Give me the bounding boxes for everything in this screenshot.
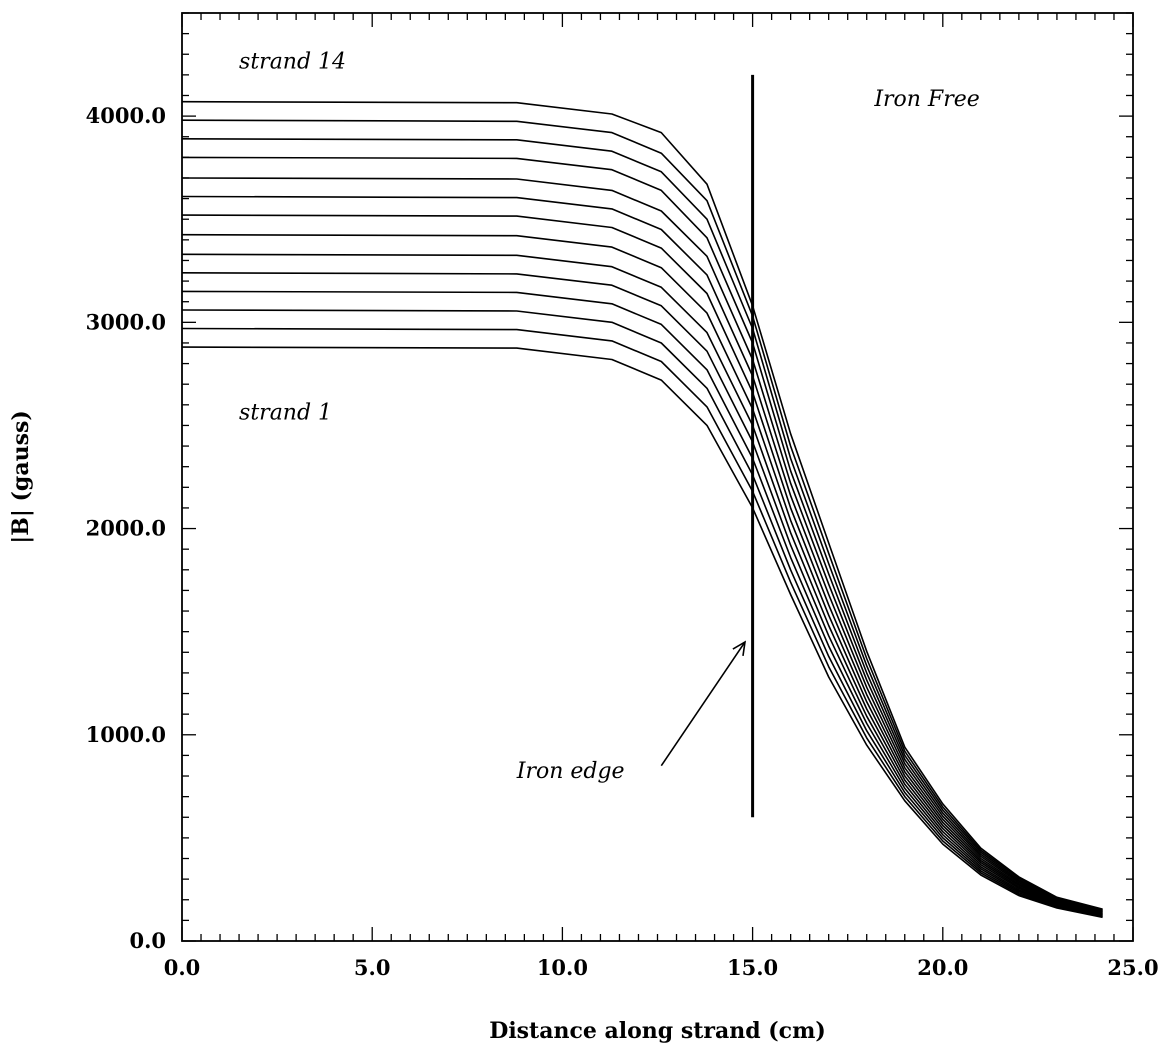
series-line-8 — [181, 214, 1103, 914]
series-line-14 — [181, 100, 1103, 910]
y-tick-label: 3000.0 — [86, 309, 166, 334]
x-tick-label: 25.0 — [1107, 955, 1158, 980]
series-line-6 — [181, 253, 1103, 915]
y-tick-label: 1000.0 — [86, 722, 166, 747]
annotation-label: strand 1 — [239, 400, 332, 425]
series-line-5 — [181, 271, 1103, 916]
annotations: strand 14 strand 1 Iron Free Iron edge — [239, 50, 980, 784]
x-tick-label: 0.0 — [164, 955, 201, 980]
series-line-7 — [181, 233, 1103, 915]
y-tick-label: 4000.0 — [86, 103, 166, 128]
series-group — [181, 100, 1103, 919]
annotation-label: Iron Free — [873, 87, 979, 112]
series-line-4 — [181, 290, 1103, 917]
annotation-label: strand 14 — [239, 50, 346, 75]
annotation-label: Iron edge — [516, 759, 625, 784]
y-tick-labels: 0.0 1000.0 2000.0 3000.0 4000.0 — [86, 103, 166, 953]
iron-edge-arrow — [660, 640, 747, 767]
x-tick-label: 10.0 — [537, 955, 588, 980]
x-tick-label: 15.0 — [727, 955, 778, 980]
arrow-shaft — [660, 641, 746, 767]
series-line-9 — [181, 195, 1103, 914]
y-tick-label: 2000.0 — [86, 516, 166, 541]
series-line-2 — [181, 327, 1103, 918]
x-axis-title: Distance along strand (cm) — [489, 1018, 826, 1044]
arrow-head — [732, 640, 747, 656]
series-line-1 — [181, 346, 1103, 919]
series-line-12 — [181, 138, 1103, 912]
series-line-13 — [181, 119, 1103, 911]
series-line-10 — [181, 177, 1103, 913]
series-line-3 — [181, 309, 1103, 917]
y-axis-title: |B| (gauss) — [8, 410, 34, 543]
x-tick-label: 20.0 — [917, 955, 968, 980]
x-tick-labels: 0.0 5.0 10.0 15.0 20.0 25.0 — [164, 955, 1159, 980]
x-tick-label: 5.0 — [354, 955, 391, 980]
y-tick-label: 0.0 — [129, 928, 166, 953]
series-line-11 — [181, 156, 1103, 912]
